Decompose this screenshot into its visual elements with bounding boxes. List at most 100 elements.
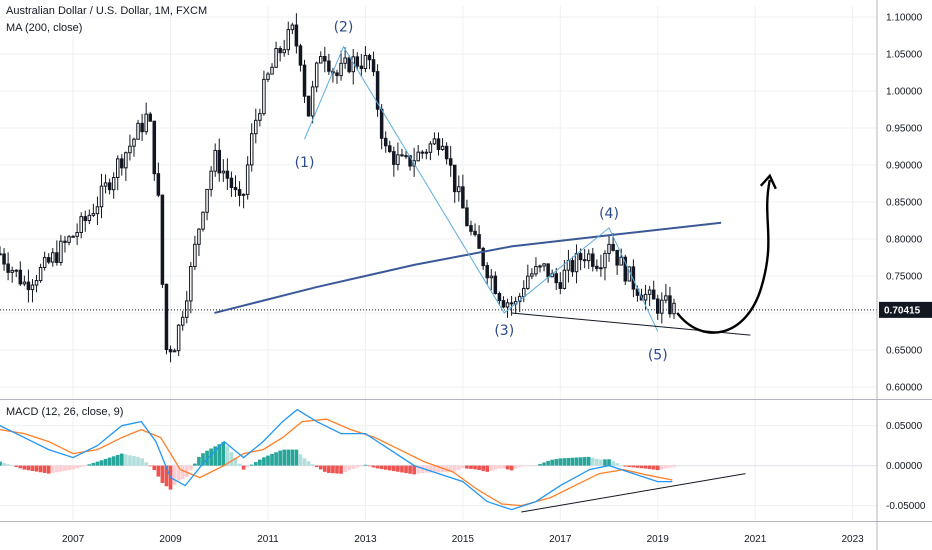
macd-histogram-bar bbox=[205, 450, 209, 466]
candle-body bbox=[534, 265, 538, 275]
macd-histogram-bar bbox=[554, 459, 559, 466]
candle bbox=[392, 146, 396, 177]
candle-body bbox=[655, 298, 660, 314]
candle-body bbox=[213, 149, 217, 172]
candle bbox=[221, 159, 226, 182]
candle bbox=[355, 52, 360, 71]
candle bbox=[554, 267, 559, 290]
candle bbox=[371, 51, 376, 77]
macd-histogram-bar bbox=[262, 457, 266, 466]
candle bbox=[237, 181, 242, 207]
macd-histogram-bar bbox=[611, 461, 615, 466]
candle-body bbox=[619, 256, 623, 266]
candle-body bbox=[75, 231, 79, 237]
candle bbox=[302, 59, 307, 104]
candle bbox=[294, 13, 299, 54]
wave-label: (5) bbox=[648, 347, 668, 363]
macd-histogram-bar bbox=[270, 453, 274, 466]
current-price-value: 0.70415 bbox=[884, 305, 921, 316]
candle-body bbox=[164, 283, 169, 351]
candle bbox=[452, 164, 457, 203]
candle-body bbox=[217, 149, 222, 174]
macd-lines bbox=[0, 408, 746, 513]
candle-body bbox=[63, 240, 67, 243]
macd-histogram-bar bbox=[387, 465, 392, 471]
macd-histogram-bar bbox=[400, 465, 404, 473]
candle bbox=[582, 249, 587, 269]
macd-histogram-bar bbox=[302, 458, 307, 466]
candle bbox=[75, 223, 79, 245]
candle bbox=[530, 268, 534, 280]
candle bbox=[420, 150, 425, 159]
macd-histogram-bar bbox=[651, 465, 656, 470]
candle-body bbox=[672, 302, 676, 315]
candle bbox=[367, 53, 372, 70]
candle bbox=[107, 178, 112, 195]
macd-histogram-bar bbox=[655, 465, 660, 471]
macd-histogram-bar bbox=[164, 465, 169, 487]
candle bbox=[655, 294, 660, 320]
candle-body bbox=[444, 145, 449, 160]
macd-histogram-bar bbox=[461, 465, 465, 469]
candle bbox=[38, 263, 43, 283]
macd-histogram-bar bbox=[456, 465, 461, 470]
candle-body bbox=[241, 193, 246, 196]
candle-body bbox=[99, 185, 104, 208]
macd-histogram-bar bbox=[444, 465, 449, 473]
macd-histogram-bar bbox=[513, 465, 518, 469]
candle bbox=[282, 39, 286, 57]
macd-histogram-bar bbox=[298, 454, 303, 466]
candle-body bbox=[367, 54, 372, 61]
candle-body bbox=[436, 138, 441, 150]
candle-body bbox=[59, 240, 63, 263]
candle-body bbox=[172, 350, 177, 353]
macd-histogram-bar bbox=[432, 465, 437, 473]
macd-histogram-bar bbox=[363, 464, 368, 466]
candle bbox=[209, 166, 213, 197]
candle-body bbox=[2, 253, 6, 265]
candle-body bbox=[144, 113, 148, 133]
macd-histogram-bar bbox=[485, 465, 490, 472]
macd-histogram-bar bbox=[538, 464, 542, 466]
candle-body bbox=[6, 263, 10, 273]
candle bbox=[83, 210, 88, 232]
macd-histogram-bar bbox=[55, 465, 59, 473]
macd-histogram-bar bbox=[586, 456, 591, 466]
candle bbox=[335, 69, 339, 84]
macd-histogram-bar bbox=[448, 465, 453, 473]
candle bbox=[323, 46, 327, 73]
time-tick-label: 2009 bbox=[159, 534, 182, 545]
macd-histogram-bar bbox=[404, 465, 408, 474]
elliott-wave-line bbox=[304, 45, 659, 332]
candle bbox=[30, 279, 35, 303]
price-tick-label: 0.90000 bbox=[886, 161, 923, 172]
candle-body bbox=[375, 71, 380, 110]
macd-histogram-bar bbox=[233, 457, 238, 466]
candle-body bbox=[388, 145, 392, 153]
candle bbox=[10, 266, 14, 283]
candle-body bbox=[538, 265, 542, 268]
candle-body bbox=[168, 349, 173, 353]
candle bbox=[457, 175, 461, 202]
macd-histogram-bar bbox=[343, 465, 347, 473]
macd-line bbox=[0, 408, 673, 511]
candle-body bbox=[180, 316, 185, 326]
candle bbox=[526, 264, 530, 290]
macd-tick-label: 0.05000 bbox=[886, 421, 923, 432]
candle-body bbox=[274, 48, 278, 68]
candle-body bbox=[46, 257, 51, 263]
candle bbox=[651, 280, 656, 300]
candle-body bbox=[396, 154, 400, 165]
macd-histogram-bar bbox=[465, 465, 469, 469]
candle-body bbox=[120, 158, 124, 169]
candle-body bbox=[148, 113, 152, 122]
candle-body bbox=[408, 155, 412, 167]
candle-body bbox=[314, 62, 319, 88]
candle bbox=[619, 248, 623, 266]
price-tick-label: 0.85000 bbox=[886, 198, 923, 209]
macd-histogram-bar bbox=[473, 465, 477, 470]
candle bbox=[501, 296, 506, 309]
candle-body bbox=[55, 252, 59, 263]
macd-histogram-bar bbox=[578, 457, 583, 466]
